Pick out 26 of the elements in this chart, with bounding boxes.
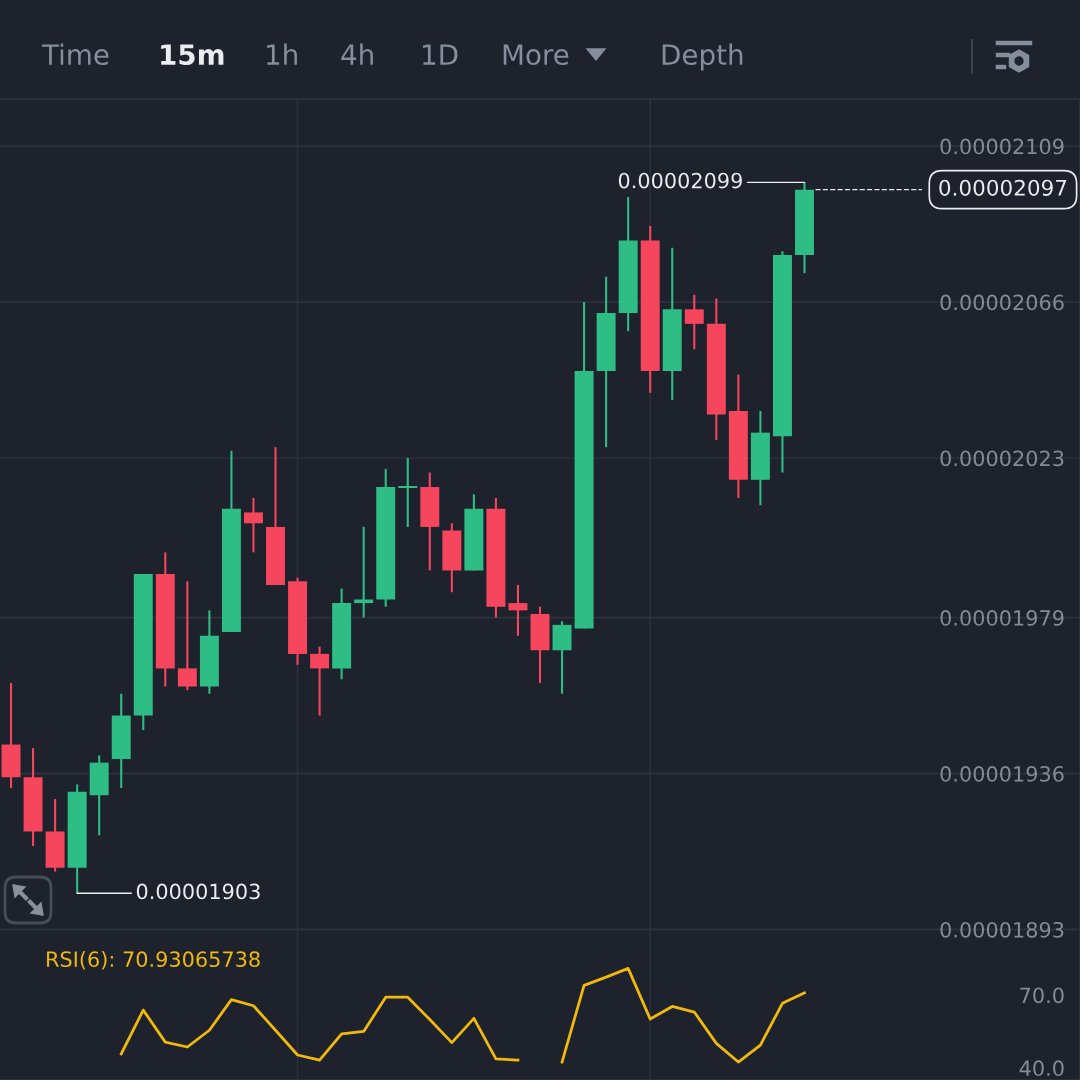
text: 1h — [267, 43, 297, 65]
candlestick — [243, 496, 263, 554]
candlestick — [310, 645, 330, 717]
ref-line-label: 0.00002097 — [939, 179, 1067, 196]
y-tick-label: 0.00001893 — [940, 921, 1064, 938]
text: Depth — [662, 43, 743, 71]
candlestick — [177, 580, 197, 692]
y-tick-label: 0.00001979 — [940, 610, 1064, 626]
y-tick-label: 0.00002023 — [940, 450, 1064, 467]
y-tick-label: 0.00002109 — [940, 138, 1064, 155]
candlestick — [508, 583, 528, 637]
candlestick — [354, 525, 374, 619]
text: More — [503, 44, 569, 66]
annotation: 0.00002099 — [618, 172, 742, 189]
text: 1D — [423, 44, 458, 65]
text: 4h — [341, 43, 373, 65]
y-tick-label: 70.0 — [1020, 987, 1064, 1004]
y-tick-label: 40.0 — [1019, 1060, 1064, 1077]
text: Time — [41, 43, 109, 66]
candlestick — [397, 457, 419, 528]
candlestick — [684, 293, 704, 351]
text: 15m — [161, 44, 224, 66]
y-tick-label: 0.00002066 — [940, 294, 1064, 311]
y-tick-label: 0.00001936 — [940, 766, 1064, 782]
annotation: 0.00001903 — [136, 883, 260, 900]
text: RSI(6): 70.93065738 — [47, 950, 260, 970]
